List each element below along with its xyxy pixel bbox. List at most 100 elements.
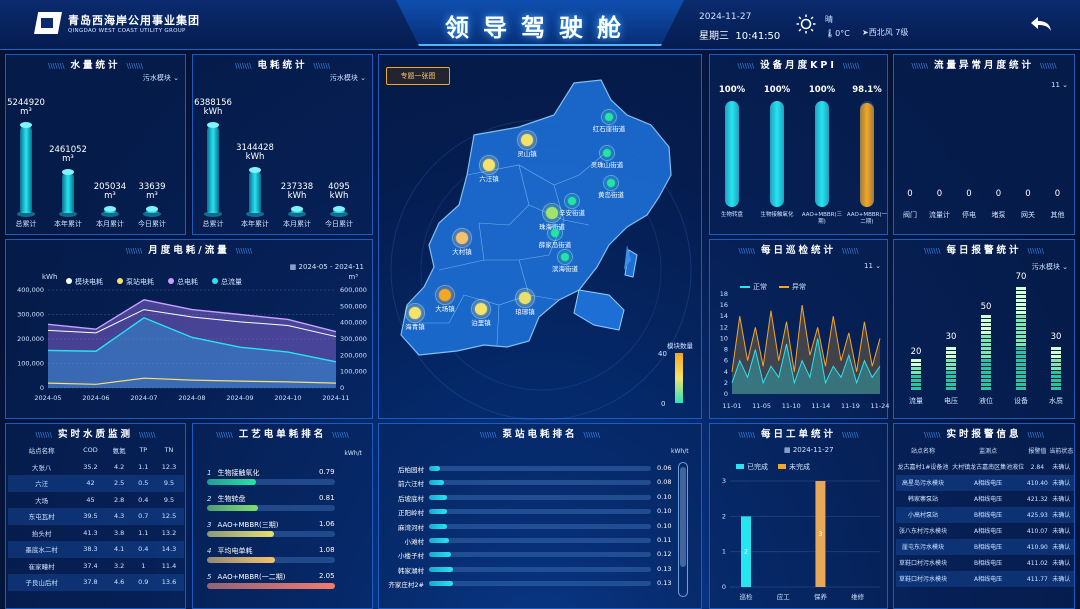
- map-marker[interactable]: [601, 109, 617, 125]
- alarm-bar-segment: [1016, 291, 1026, 294]
- pump-value: 0.06: [657, 464, 672, 472]
- map-panel: 红石崖街道 灵山镇 灵珠山街道 六汪镇 黄岛街道 辛安街道 珠海街道 薛家岛街道 滨海街道 大村镇…: [378, 54, 702, 420]
- patrol-y-tick: 8: [724, 346, 728, 354]
- x-tick: 2024-08: [178, 394, 205, 402]
- water-label: 总累计: [15, 220, 37, 228]
- alarm-info-panel: 实时报警信息 站点名称 监测点 报警值当前状态龙古嘉村1#设备池大村镇龙古嘉南区集池…: [893, 423, 1075, 609]
- map-marker[interactable]: [547, 225, 563, 241]
- map-marker[interactable]: [479, 155, 499, 175]
- topic-map-button[interactable]: 专题一张图: [386, 67, 450, 85]
- patrol-x-tick: 11-01: [723, 402, 742, 410]
- map-marker-dot: [561, 253, 569, 261]
- patrol-y-tick: 10: [720, 334, 728, 342]
- monthly-legend-item[interactable]: 总流量: [212, 277, 242, 287]
- kpi-title: 设备月度KPI: [710, 57, 887, 71]
- quality-row[interactable]: 崔家疃村 37.4 3.2 1 11.4: [8, 558, 184, 575]
- map-marker[interactable]: [471, 299, 491, 319]
- alarm-info-row[interactable]: 韩家寨泵站 A相线电压 421.32 未确认: [896, 491, 1074, 507]
- quality-row[interactable]: 大张八 35.2 4.2 1.1 12.3: [8, 459, 184, 476]
- pump-bar: [429, 466, 651, 471]
- flow-abn-value: 0: [966, 189, 972, 199]
- work-legend-item[interactable]: 未完成: [778, 462, 810, 472]
- map-marker[interactable]: [435, 285, 455, 305]
- map-marker[interactable]: [557, 249, 573, 265]
- alarm-bar-segment: [1016, 299, 1026, 302]
- work-legend-item[interactable]: 已完成: [736, 462, 768, 472]
- water-selector[interactable]: 污水模块 ⌄: [142, 74, 179, 82]
- alarm-info-row[interactable]: 草鞋口村污水模块 B相线电压 411.02 未确认: [896, 555, 1074, 571]
- alarm-info-cell: 龙古嘉村1#设备池: [897, 463, 949, 471]
- alarm-info-row[interactable]: 高星岛污水模块 A相线电压 410.40 未确认: [896, 475, 1074, 491]
- alarm-bar-segment: [981, 363, 991, 366]
- map-marker-dot: [521, 134, 533, 146]
- x-tick: 2024-07: [130, 394, 157, 402]
- weekday-time: 星期三 10:41:50: [699, 31, 781, 42]
- unit-rank-row[interactable]: 3 AAO+MBBR(三期): [207, 521, 279, 529]
- patrol-legend-item[interactable]: 异常: [779, 282, 806, 292]
- pump-scrollbar[interactable]: [678, 462, 688, 597]
- alarm-bar-segment: [1051, 347, 1061, 350]
- work-date[interactable]: ▦ 2024-11-27: [784, 446, 834, 454]
- alarm-bar-segment: [1016, 343, 1026, 346]
- quality-cell: 12.3: [161, 462, 177, 471]
- map-marker[interactable]: [405, 303, 425, 323]
- map-marker[interactable]: [599, 145, 615, 161]
- map-marker[interactable]: [452, 228, 472, 248]
- map-marker[interactable]: [515, 288, 535, 308]
- map-marker[interactable]: [603, 175, 619, 191]
- flow-abn-month-select[interactable]: 11 ⌄: [1050, 81, 1068, 89]
- map-marker[interactable]: [542, 203, 562, 223]
- monthly-legend-item[interactable]: 模块电耗: [66, 277, 103, 287]
- map-place-label: 大村镇: [452, 248, 472, 256]
- flow-abn-label: 阀门: [903, 211, 917, 219]
- quality-row[interactable]: 子良山后村 37.8 4.6 0.9 13.6: [8, 574, 184, 591]
- power-selector[interactable]: 污水模块 ⌄: [329, 74, 366, 82]
- alarm-info-cell: 425.93: [1026, 507, 1049, 523]
- pump-scroll-thumb[interactable]: [680, 467, 686, 567]
- alarm-info-row[interactable]: 张八东村污水模块 A相线电压 410.07 未确认: [896, 523, 1074, 539]
- unit-rank-row[interactable]: 2 生物转盘: [207, 495, 246, 503]
- quality-cell: 0.4: [132, 541, 154, 558]
- quality-row[interactable]: 六汪 42 2.5 0.5 9.5: [8, 475, 184, 492]
- module-power-line: [47, 309, 337, 338]
- quality-row[interactable]: 大场 45 2.8 0.4 9.5: [8, 492, 184, 509]
- pump-bar-fill: [429, 509, 448, 515]
- alarm-info-row[interactable]: 小高村泵站 B相线电压 425.93 未确认: [896, 507, 1074, 523]
- alarm-bar-segment: [1051, 363, 1061, 366]
- logo-icon: [34, 12, 62, 34]
- alarm-bar-segment: [1051, 371, 1061, 374]
- unit-rank-row[interactable]: 5 AAO+MBBR(一二期): [207, 573, 286, 581]
- power-cylinder-cap: [249, 166, 261, 173]
- power-base: [204, 211, 222, 217]
- map-marker[interactable]: [564, 193, 580, 209]
- pump-bar: [429, 581, 651, 587]
- quality-row[interactable]: 墨底水二村 38.3 4.1 0.4 14.3: [8, 541, 184, 558]
- unit-rank-row[interactable]: 4 平均电单耗: [207, 547, 253, 555]
- map-marker[interactable]: [517, 130, 537, 150]
- quality-cell: 墨底水二村: [8, 541, 76, 558]
- monthly-legend-item[interactable]: 总电耗: [168, 277, 198, 287]
- pump-value: 0.08: [657, 478, 672, 487]
- pump-name: 韩家湖村: [398, 566, 424, 575]
- map-marker-dot: [546, 207, 558, 219]
- alarm-bar-segment: [981, 355, 991, 358]
- alarm-label: 液位: [979, 397, 993, 405]
- monthly-date-range[interactable]: ▦ 2024-05 - 2024-11: [289, 263, 364, 271]
- back-button[interactable]: [1030, 16, 1052, 32]
- alarm-info-row[interactable]: 龙古嘉村1#设备池 大村镇龙古嘉南区集池液位 2.84 未确认: [896, 459, 1074, 475]
- patrol-legend-item[interactable]: 正常: [740, 282, 767, 292]
- patrol-y-tick: 12: [720, 323, 728, 331]
- alarm-bar-segment: [1016, 327, 1026, 330]
- alarm-info-row[interactable]: 崖屯东污水模块 B相线电压 410.90 未确认: [896, 539, 1074, 555]
- alarm-info-row[interactable]: 草鞋口村污水模块 A相线电压 411.77 未确认: [896, 571, 1074, 587]
- flow-abn-title: 流量异常月度统计: [894, 57, 1074, 71]
- monthly-legend-item[interactable]: 泵站电耗: [117, 277, 154, 287]
- quality-row[interactable]: 东屯瓦村 39.5 4.3 0.7 12.5: [8, 508, 184, 525]
- quality-row[interactable]: 抬头村 41.3 3.8 1.1 13.2: [8, 525, 184, 542]
- alarm-info-cell: 未确认: [1048, 539, 1074, 555]
- alarm-selector[interactable]: 污水模块 ⌄: [1031, 263, 1068, 271]
- unit-rank-row[interactable]: 1 生物接触氧化: [207, 469, 260, 477]
- work-title: 每日工单统计: [710, 426, 887, 440]
- patrol-month-select[interactable]: 11 ⌄: [863, 262, 881, 270]
- alarm-bar-segment: [946, 347, 956, 350]
